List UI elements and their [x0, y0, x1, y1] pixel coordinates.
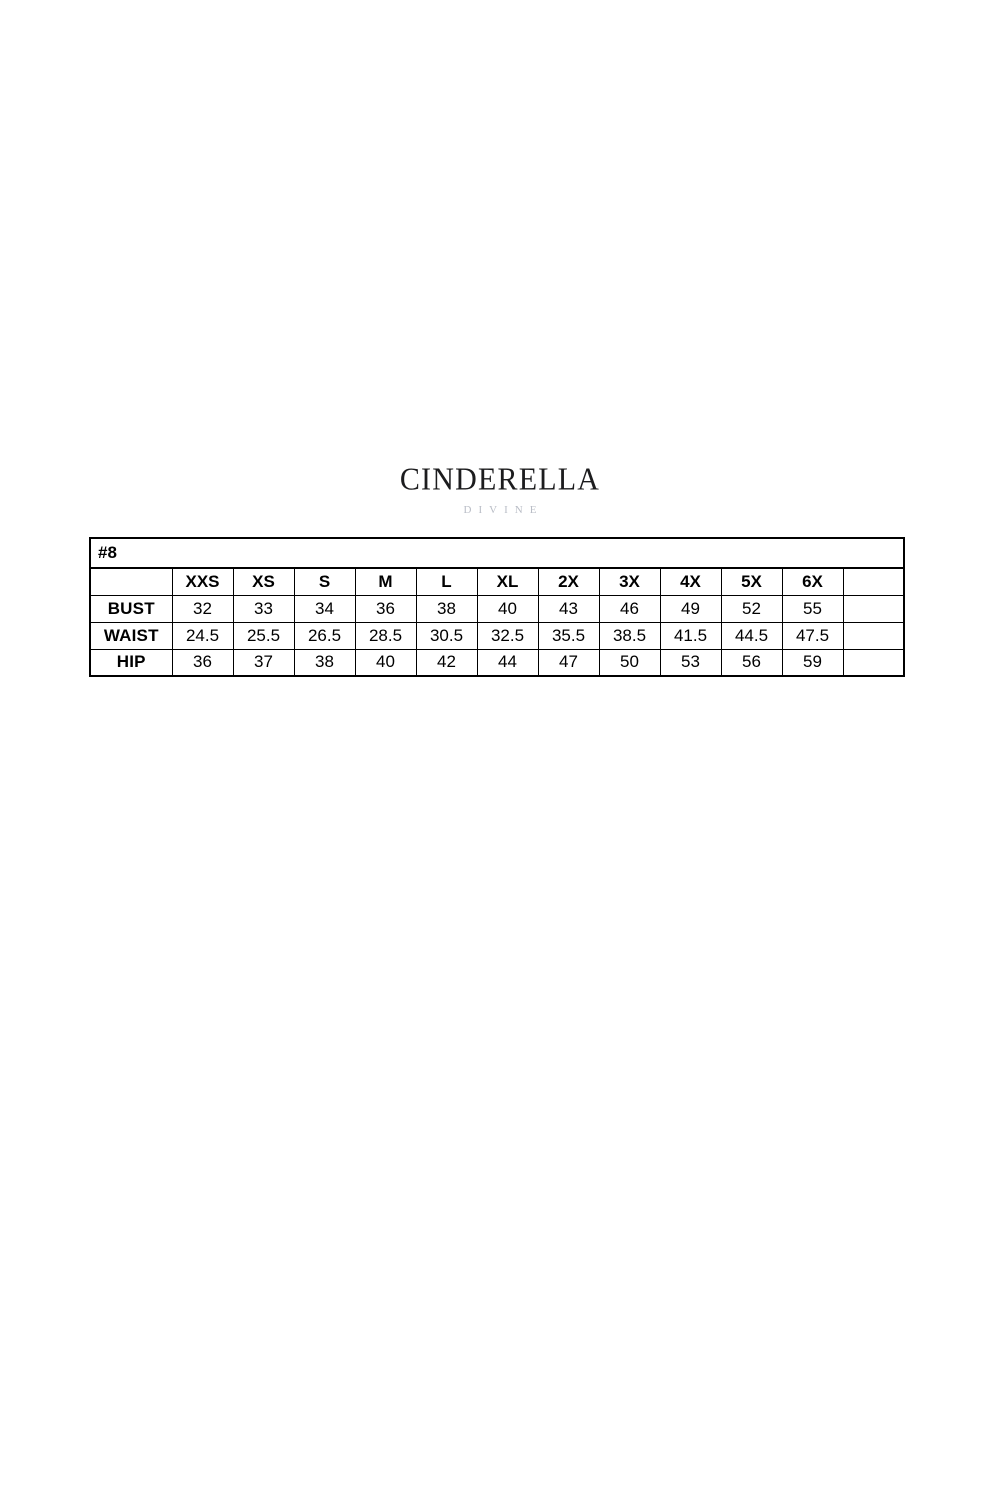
brand-logo: CINDERELLA DIVINE [0, 462, 1000, 518]
bust-m: 36 [354, 594, 417, 623]
hip-l: 42 [415, 648, 478, 677]
size-header-row: XXS XS S M L XL 2X 3X 4X 5X 6X [89, 567, 905, 596]
bust-xxs: 32 [171, 594, 234, 623]
hip-3x: 50 [598, 648, 661, 677]
waist-5x: 44.5 [720, 621, 783, 650]
size-header-2x: 2X [537, 567, 600, 596]
bust-5x: 52 [720, 594, 783, 623]
waist-6x: 47.5 [781, 621, 844, 650]
row-label-hip: HIP [89, 648, 173, 677]
size-header-m: M [354, 567, 417, 596]
table-row-waist: WAIST 24.5 25.5 26.5 28.5 30.5 32.5 35.5… [89, 621, 905, 650]
hip-xxs: 36 [171, 648, 234, 677]
size-header-l: L [415, 567, 478, 596]
hip-xl: 44 [476, 648, 539, 677]
brand-name: CINDERELLA [399, 462, 601, 497]
bust-4x: 49 [659, 594, 722, 623]
bust-3x: 46 [598, 594, 661, 623]
size-header-6x: 6X [781, 567, 844, 596]
waist-xs: 25.5 [232, 621, 295, 650]
size-header-xl: XL [476, 567, 539, 596]
size-header-s: S [293, 567, 356, 596]
waist-l: 30.5 [415, 621, 478, 650]
size-header-xs: XS [232, 567, 295, 596]
bust-2x: 43 [537, 594, 600, 623]
hip-5x: 56 [720, 648, 783, 677]
hip-s: 38 [293, 648, 356, 677]
size-header-xxs: XXS [171, 567, 234, 596]
bust-6x: 55 [781, 594, 844, 623]
hip-m: 40 [354, 648, 417, 677]
bust-s: 34 [293, 594, 356, 623]
waist-3x: 38.5 [598, 621, 661, 650]
waist-m: 28.5 [354, 621, 417, 650]
row-label-waist: WAIST [89, 621, 173, 650]
size-chart-table: #8 XXS XS S M L XL 2X 3X 4X 5X 6X BUST 3… [89, 537, 906, 677]
chart-title-cell: #8 [89, 537, 905, 569]
bust-xl: 40 [476, 594, 539, 623]
hip-2x: 47 [537, 648, 600, 677]
header-trailing-blank-cell [842, 567, 905, 596]
hip-6x: 59 [781, 648, 844, 677]
bust-trailing-blank-cell [842, 594, 905, 623]
hip-trailing-blank-cell [842, 648, 905, 677]
size-header-5x: 5X [720, 567, 783, 596]
chart-title-row: #8 [89, 537, 905, 569]
size-chart-body: #8 XXS XS S M L XL 2X 3X 4X 5X 6X BUST 3… [89, 537, 905, 677]
hip-xs: 37 [232, 648, 295, 677]
row-label-bust: BUST [89, 594, 173, 623]
waist-2x: 35.5 [537, 621, 600, 650]
size-chart-container: #8 XXS XS S M L XL 2X 3X 4X 5X 6X BUST 3… [89, 537, 906, 677]
table-row-bust: BUST 32 33 34 36 38 40 43 46 49 52 55 [89, 594, 905, 623]
hip-4x: 53 [659, 648, 722, 677]
header-corner-cell [89, 567, 173, 596]
size-header-4x: 4X [659, 567, 722, 596]
waist-xxs: 24.5 [171, 621, 234, 650]
waist-s: 26.5 [293, 621, 356, 650]
table-row-hip: HIP 36 37 38 40 42 44 47 50 53 56 59 [89, 648, 905, 677]
size-header-3x: 3X [598, 567, 661, 596]
bust-xs: 33 [232, 594, 295, 623]
bust-l: 38 [415, 594, 478, 623]
waist-trailing-blank-cell [842, 621, 905, 650]
waist-xl: 32.5 [476, 621, 539, 650]
brand-subtitle: DIVINE [463, 504, 544, 516]
waist-4x: 41.5 [659, 621, 722, 650]
